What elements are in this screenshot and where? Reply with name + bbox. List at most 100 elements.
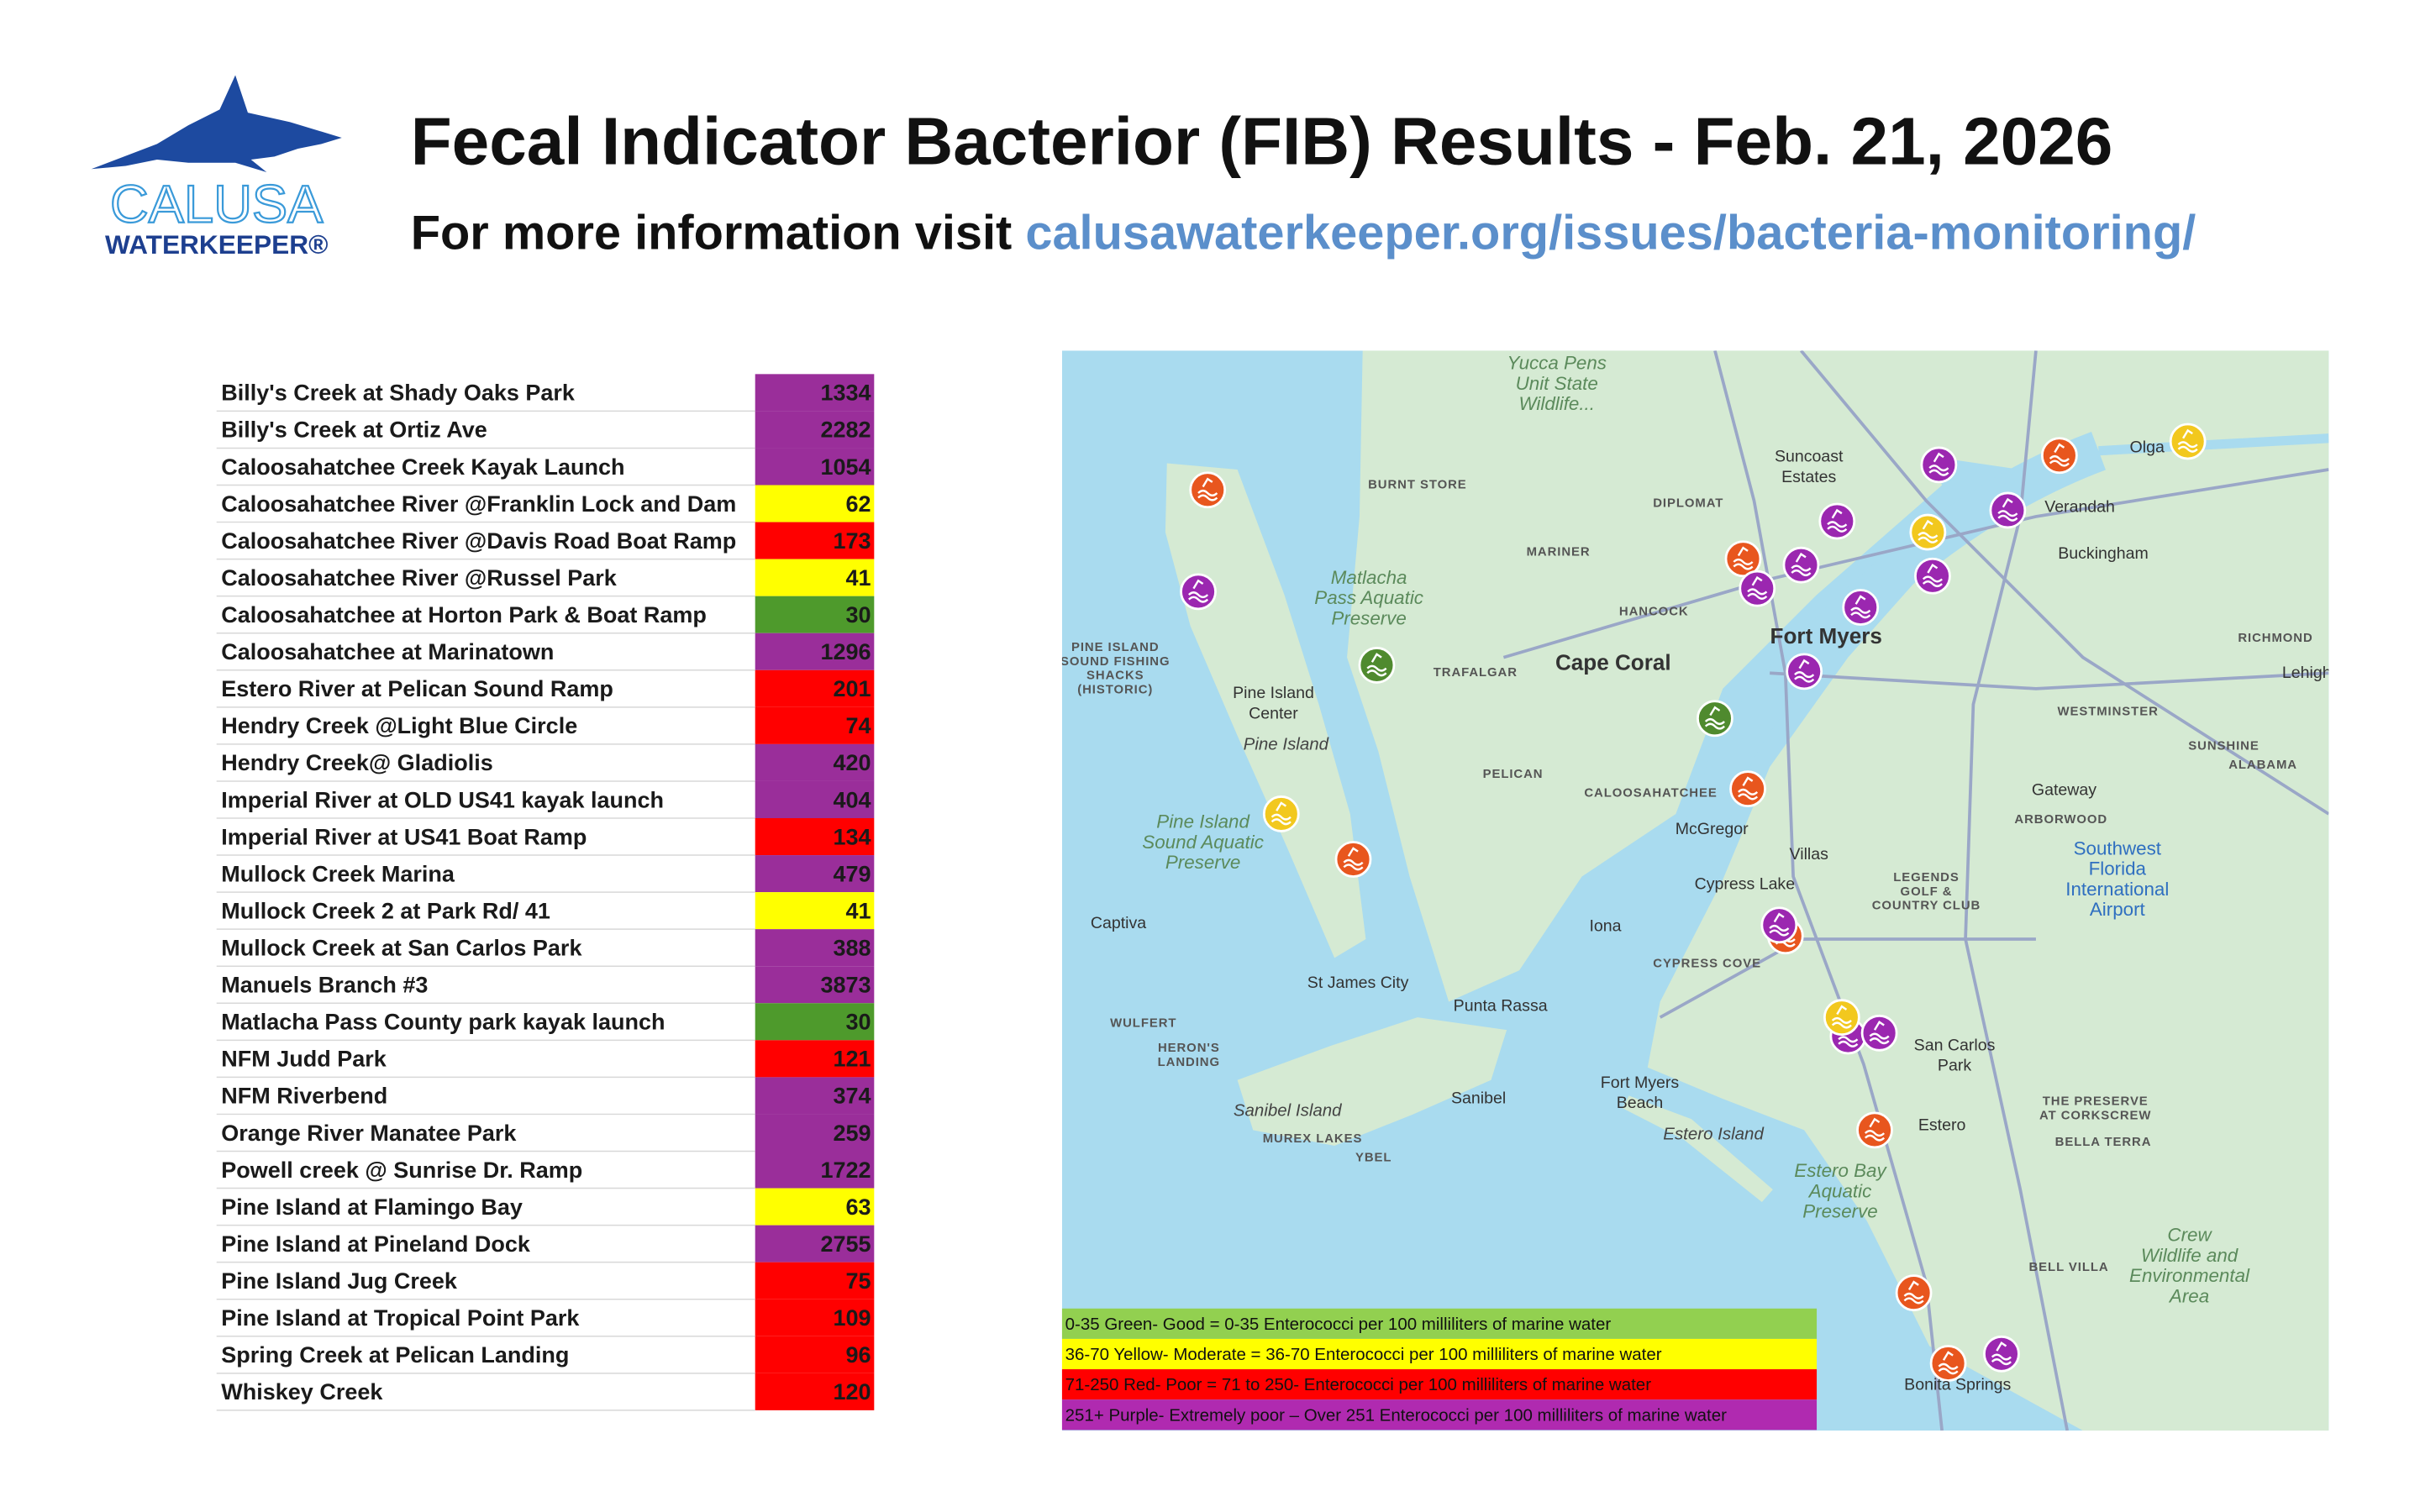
site-value: 420 [834,750,871,775]
map-label: Bonita Springs [1904,1376,2011,1394]
marker-icon [2049,443,2070,467]
map-label: Sanibel [1451,1089,1506,1108]
map-label: BELL VILLA [2029,1261,2109,1274]
site-value: 30 [846,602,871,627]
map-label: Park [1938,1057,1971,1075]
site-value: 1334 [821,381,871,406]
marker-icon [1366,653,1387,677]
site-value: 75 [846,1268,871,1294]
marker-icon [1938,1351,1959,1375]
results-table: Billy's Creek at Shady Oaks Park 1334 Bill… [216,374,875,1411]
value-cell [755,929,875,967]
map-label: Crew [2167,1225,2212,1246]
site-value: 63 [846,1194,871,1220]
marker-icon [1794,659,1815,683]
site-value: 1296 [821,639,871,664]
marker-icon [1918,519,1939,543]
map-label: GOLF & [1901,885,1953,899]
value-cell [755,1262,875,1299]
map-label: Sanibel Island [1234,1101,1342,1121]
site-name: Manuels Branch #3 [221,973,428,998]
value-cell [755,633,875,670]
site-name: Mullock Creek 2 at Park Rd/ 41 [221,898,550,923]
marker-icon [1903,1280,1924,1305]
value-cell [755,1225,875,1263]
value-cell [755,669,875,707]
site-value: 259 [834,1121,871,1146]
marker-icon [1738,776,1759,801]
marker-icon [1928,452,1949,476]
map-label: AT CORKSCREW [2039,1109,2151,1122]
map-label: TRAFALGAR [1434,666,1518,680]
map-label: Estero Island [1663,1125,1764,1144]
map-label: St James City [1307,974,1409,992]
value-cell [755,485,875,522]
site-name: NFM Riverbend [221,1084,387,1109]
value-cell [755,448,875,486]
value-cell [755,780,875,819]
site-value: 1054 [821,454,871,480]
map-label: Beach [1617,1094,1663,1112]
site-value: 96 [846,1342,871,1368]
map-label: Wildlife... [1518,393,1595,414]
map-label: PELICAN [1483,768,1544,781]
value-cell [755,522,875,559]
marker-icon [1850,595,1871,619]
map-label: Environmental [2129,1265,2250,1286]
value-cell [755,374,875,412]
site-name: Billy's Creek at Shady Oaks Park [221,381,576,406]
marker-icon [2177,428,2198,453]
site-name: Hendry Creek @Light Blue Circle [221,713,577,738]
site-value: 41 [846,898,871,923]
title: Fecal Indicator Bacterior (FIB) Results … [411,103,2113,179]
subtitle: For more information visit calusawaterke… [411,206,2196,260]
value-cell [755,1373,875,1410]
subtitle-text: For more information visit [411,206,1026,260]
value-cell [755,1077,875,1115]
value-cell [755,966,875,1004]
site-name: Caloosahatchee River @Franklin Lock and … [221,491,736,517]
marker-icon [1197,477,1218,501]
site-name: Pine Island at Flamingo Bay [221,1194,523,1220]
map-label: Airport [2090,899,2146,920]
legend-swatch [1061,1308,1818,1339]
map-label: Gateway [2032,781,2096,800]
map-label: BURNT STORE [1368,478,1467,491]
site-name: Caloosahatchee River @Davis Road Boat Ra… [221,528,736,554]
value-cell [755,892,875,930]
site-name: Estero River at Pelican Sound Ramp [221,676,613,701]
site-name: Whiskey Creek [221,1379,383,1404]
value-cell [755,1151,875,1189]
legend: 0-35 Green- Good = 0-35 Enterococci per … [1061,1308,1818,1431]
marker-icon [1343,847,1364,871]
value-cell [755,411,875,449]
map-label: Cape Coral [1555,650,1671,675]
site-value: 374 [834,1084,871,1109]
map-label: MARINER [1527,545,1591,559]
value-cell [755,559,875,596]
map-label: Yucca Pens [1507,353,1607,374]
map-label: YBEL [1355,1152,1392,1165]
map-label: Unit State [1516,373,1598,394]
legend-text: 251+ Purple- Extremely poor – Over 251 E… [1065,1405,1727,1425]
map-label: Area [2168,1285,2209,1306]
marker-icon [1864,1117,1886,1142]
map-label: Center [1249,704,1298,722]
legend-text: 71-250 Red- Poor = 71 to 250- Enterococc… [1065,1375,1652,1394]
value-cell [755,818,875,856]
site-value: 134 [834,824,871,849]
map-label: Estero [1918,1116,1966,1134]
map-label: Estero Bay [1794,1160,1887,1181]
marker-icon [1704,706,1725,730]
site-value: 62 [846,491,871,517]
map-label: BELLA TERRA [2055,1136,2152,1149]
site-value: 1722 [821,1158,871,1183]
marker-icon [1922,563,1943,588]
link[interactable]: calusawaterkeeper.org/issues/bacteria-mo… [1025,206,2196,260]
value-cell [755,743,875,781]
map-label: Suncoast [1775,448,1844,466]
value-cell [755,1188,875,1226]
site-value: 201 [834,676,871,701]
legend-swatch [1061,1338,1818,1370]
